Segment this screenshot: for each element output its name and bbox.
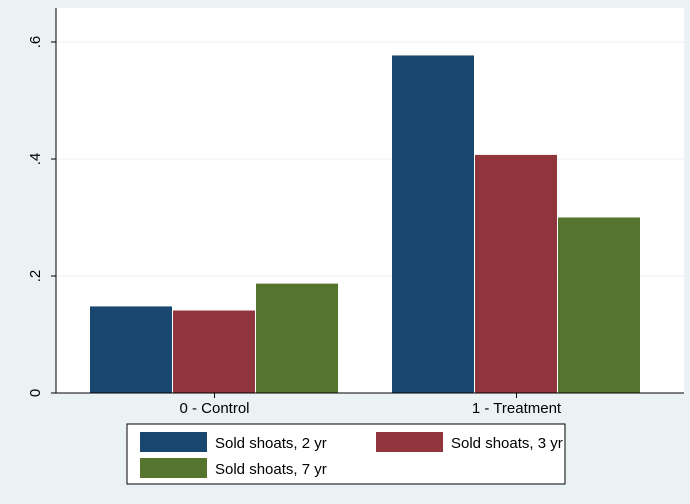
legend-swatch (140, 432, 207, 452)
bar (475, 154, 557, 393)
bar (558, 217, 640, 393)
bar (173, 310, 255, 393)
y-tick-label: .2 (27, 270, 44, 283)
bar (90, 306, 172, 393)
legend-swatch (140, 458, 207, 478)
legend-swatch (376, 432, 443, 452)
bar (256, 283, 338, 393)
legend-label: Sold shoats, 2 yr (215, 435, 327, 452)
y-tick-label: 0 (27, 389, 44, 397)
x-tick-label: 0 - Control (179, 400, 249, 417)
y-tick-label: .4 (27, 153, 44, 166)
legend-label: Sold shoats, 7 yr (215, 461, 327, 478)
bar (392, 55, 474, 394)
x-tick-label: 1 - Treatment (472, 400, 562, 417)
y-tick-label: .6 (27, 36, 44, 49)
legend-label: Sold shoats, 3 yr (451, 435, 563, 452)
